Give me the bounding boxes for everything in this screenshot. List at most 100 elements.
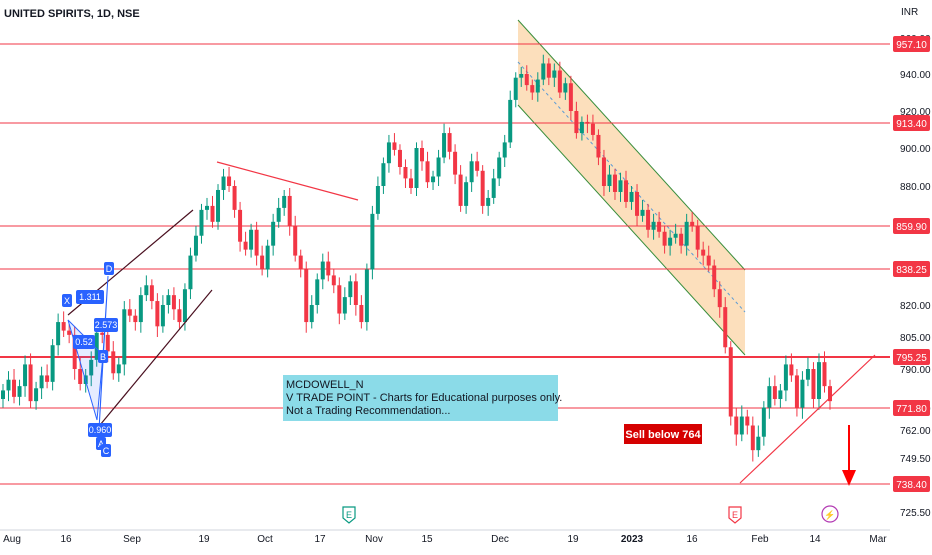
candle xyxy=(193,225,198,262)
pattern-ratio-label: 0.52 xyxy=(75,337,93,347)
candle-body xyxy=(133,315,138,323)
candle xyxy=(271,213,276,256)
candle xyxy=(640,199,645,222)
candle-body xyxy=(635,191,640,216)
candle xyxy=(816,353,821,410)
candle xyxy=(392,133,397,156)
candle xyxy=(276,197,281,228)
candle-body xyxy=(320,261,325,280)
candle-body xyxy=(199,209,204,236)
candle xyxy=(67,324,72,344)
sell-signal: Sell below 764 xyxy=(624,424,702,444)
candle-body xyxy=(309,305,314,323)
candle-body xyxy=(563,83,568,93)
candle xyxy=(458,165,463,212)
level-label: 957.10 xyxy=(896,40,927,51)
candle-body xyxy=(530,85,535,93)
candle-body xyxy=(816,362,821,399)
candle xyxy=(188,247,193,300)
event-marker-label: E xyxy=(732,510,738,520)
candle xyxy=(149,279,154,310)
candle-body xyxy=(822,362,827,387)
candle xyxy=(585,114,590,134)
candle xyxy=(420,140,425,171)
candle-body xyxy=(353,281,358,305)
price-tick-label: 900.00 xyxy=(900,144,931,155)
candle xyxy=(1,384,5,408)
candle-body xyxy=(640,209,645,216)
candle xyxy=(607,165,612,192)
level-label: 838.25 xyxy=(896,265,927,276)
candle xyxy=(618,172,623,202)
candle-body xyxy=(651,221,656,230)
candle xyxy=(249,223,254,258)
candle-body xyxy=(348,281,353,298)
candle xyxy=(629,186,634,210)
candle xyxy=(491,168,496,204)
candle xyxy=(739,405,744,442)
candle xyxy=(447,127,452,160)
candle-body xyxy=(431,176,436,183)
candle-body xyxy=(712,265,717,290)
candle xyxy=(646,203,651,238)
candle xyxy=(778,384,783,408)
candle-body xyxy=(116,364,121,374)
price-tick-label: 749.50 xyxy=(900,454,931,465)
candle-body xyxy=(50,345,55,382)
candle-body xyxy=(375,186,380,214)
candle xyxy=(309,295,314,329)
candle-body xyxy=(425,161,430,183)
time-tick-label: 19 xyxy=(567,534,579,545)
candle-body xyxy=(701,249,706,256)
candle xyxy=(210,195,215,228)
candle-body xyxy=(144,285,149,296)
price-tick-label: 805.00 xyxy=(900,333,931,344)
sell-signal-label: Sell below 764 xyxy=(625,429,701,441)
candle xyxy=(342,287,347,320)
candle-body xyxy=(238,209,243,242)
candle xyxy=(61,311,66,337)
level-label-box xyxy=(893,36,930,52)
time-tick-label: Sep xyxy=(123,534,141,545)
candle-body xyxy=(364,269,369,323)
candle xyxy=(425,151,430,188)
candle xyxy=(690,211,695,232)
candle-body xyxy=(155,301,160,327)
candle xyxy=(524,65,529,91)
price-unit: INR xyxy=(901,7,918,18)
candle xyxy=(111,341,116,380)
candle-body xyxy=(370,213,375,270)
candle-body xyxy=(486,197,491,206)
candle-body xyxy=(160,305,165,327)
candle xyxy=(221,168,226,200)
candle xyxy=(408,168,413,194)
channel-upper-line xyxy=(517,19,746,271)
candle-body xyxy=(447,133,452,152)
note-box: MCDOWELL_NV TRADE POINT - Charts for Edu… xyxy=(283,375,562,421)
level-label: 795.25 xyxy=(896,353,927,364)
candle-body xyxy=(811,369,816,399)
pattern-point-label: C xyxy=(103,446,110,456)
pattern-point-label: B xyxy=(100,352,106,362)
candle-body xyxy=(315,279,320,305)
candle-body xyxy=(524,74,529,86)
candle-body xyxy=(761,407,766,437)
time-tick-label: 2023 xyxy=(621,534,644,545)
candle-body xyxy=(502,142,507,158)
pattern-ratio-label: 0.960 xyxy=(89,425,112,435)
candle-body xyxy=(513,77,518,100)
candle xyxy=(750,416,755,462)
candle-body xyxy=(243,241,248,250)
candle xyxy=(414,142,419,196)
down-arrow-head xyxy=(842,470,856,486)
time-axis: Aug 16 Sep 19 Oct 17 Nov 15 Dec 19 2023 16 Feb 14 Mar xyxy=(3,534,887,545)
candle-body xyxy=(171,295,176,310)
candle-body xyxy=(690,221,695,226)
pattern-ratio-label: 1.311 xyxy=(79,292,101,302)
note-background xyxy=(283,375,558,421)
candle xyxy=(767,377,772,419)
time-tick-label: Aug xyxy=(3,534,21,545)
price-tick-label: 820.00 xyxy=(900,301,931,312)
time-tick-label: 16 xyxy=(686,534,698,545)
candle xyxy=(116,357,121,382)
